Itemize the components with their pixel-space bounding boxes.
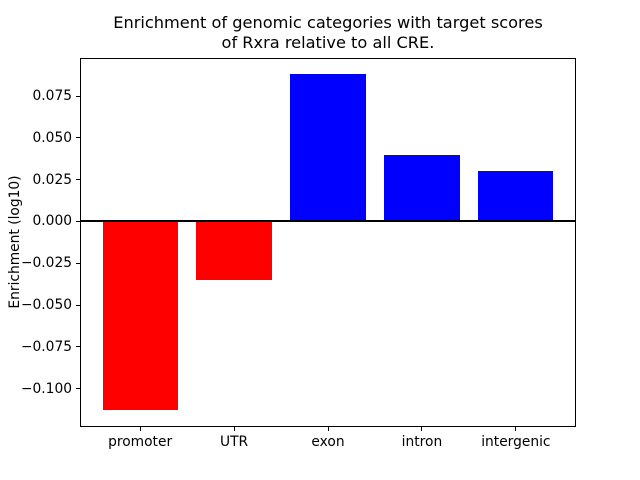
- y-tick-label: −0.100: [20, 380, 72, 397]
- zero-baseline: [80, 220, 576, 223]
- y-tick-label: −0.025: [20, 255, 72, 272]
- bar-exon: [290, 74, 366, 222]
- x-tick-mark: [421, 427, 423, 432]
- x-tick-mark: [327, 427, 329, 432]
- x-tick-label-UTR: UTR: [219, 434, 249, 451]
- y-tick-mark: [76, 137, 80, 139]
- x-tick-mark: [515, 427, 517, 432]
- bar-intergenic: [478, 171, 554, 222]
- y-tick-label: −0.075: [20, 338, 72, 355]
- bar-intron: [384, 154, 460, 222]
- x-tick-mark: [233, 427, 235, 432]
- y-tick-mark: [76, 262, 80, 264]
- y-tick-mark: [76, 220, 80, 222]
- x-tick-label-exon: exon: [311, 434, 345, 451]
- y-tick-label: −0.050: [20, 297, 72, 314]
- bar-UTR: [196, 221, 272, 281]
- x-tick-mark: [139, 427, 141, 432]
- y-tick-mark: [76, 179, 80, 181]
- y-axis-label: Enrichment (log10): [7, 175, 23, 309]
- x-tick-label-intron: intron: [401, 434, 443, 451]
- bar-promoter: [102, 221, 178, 411]
- chart-title: Enrichment of genomic categories with ta…: [80, 13, 576, 53]
- y-tick-label: 0.075: [32, 88, 73, 105]
- x-tick-label-intergenic: intergenic: [481, 434, 551, 451]
- chart-title-line-2: of Rxra relative to all CRE.: [221, 32, 435, 52]
- y-tick-label: 0.025: [32, 171, 73, 188]
- y-tick-label: 0.000: [32, 213, 73, 230]
- y-tick-mark: [76, 388, 80, 390]
- y-tick-mark: [76, 304, 80, 306]
- y-tick-label: 0.050: [32, 129, 73, 146]
- y-tick-mark: [76, 346, 80, 348]
- chart-title-line-1: Enrichment of genomic categories with ta…: [113, 13, 543, 32]
- y-tick-mark: [76, 95, 80, 97]
- x-tick-label-promoter: promoter: [108, 434, 173, 451]
